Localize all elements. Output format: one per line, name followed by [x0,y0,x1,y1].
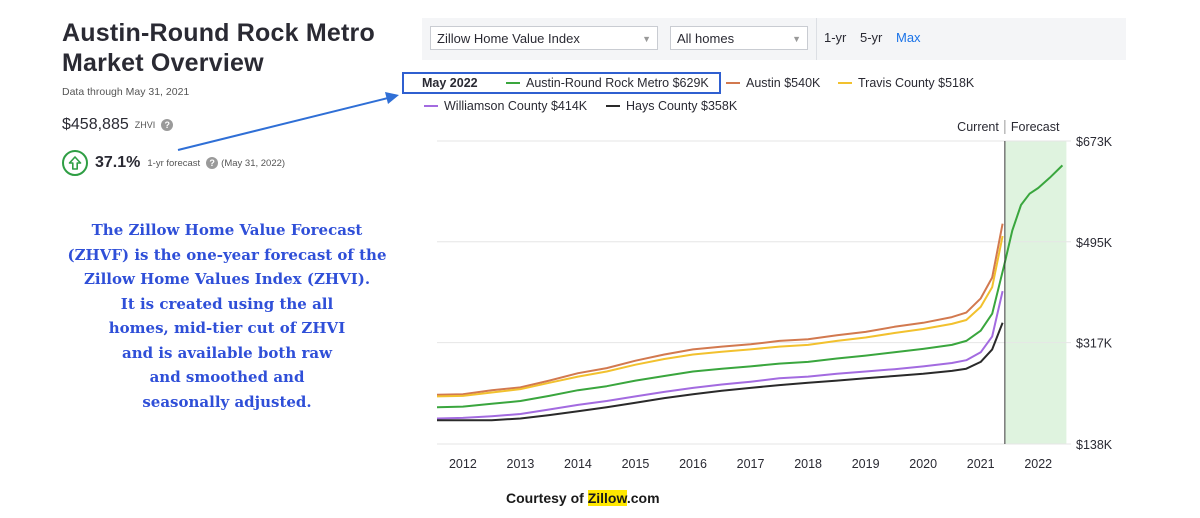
index-select[interactable]: Zillow Home Value Index ▼ [430,26,658,50]
legend-item-austin: Austin $540K [726,76,820,90]
legend-item-hays: Hays County $358K [606,99,737,113]
y-tick-label: $317K [1076,337,1113,351]
legend-swatch [838,82,852,84]
legend-date: May 2022 [422,76,478,90]
annotation-line: (ZHVF) is the one-year forecast of the [67,245,387,264]
home-type-select-value: All homes [677,31,735,46]
x-tick-label: 2018 [794,457,822,471]
annotation-line: The Zillow Home Value Forecast [91,221,363,239]
current-label: Current [957,120,999,134]
legend-item-travis: Travis County $518K [838,76,974,90]
annotation-line: and smoothed and [149,368,305,386]
y-tick-label: $673K [1076,135,1113,149]
toolbar-divider [816,18,817,60]
y-tick-label: $138K [1076,438,1113,452]
y-tick-label: $495K [1076,236,1113,250]
x-tick-label: 2013 [507,457,535,471]
x-tick-label: 2012 [449,457,477,471]
credit-highlight: Zillow [587,490,627,506]
legend-swatch [726,82,740,84]
chevron-down-icon: ▼ [792,34,801,44]
credit-prefix: Courtesy of [506,490,588,506]
legend-label: Austin $540K [746,76,821,90]
series-line [436,290,1004,420]
help-icon[interactable]: ? [206,157,219,169]
forecast-date: (May 31, 2022) [221,157,286,169]
annotation-line: and is available both raw [121,343,332,362]
zhvi-row: $458,885 ZHVI ? [62,116,174,134]
x-tick-label: 2016 [679,457,707,471]
annotation-line: It is created using the all [120,294,334,313]
series-line [436,235,1004,398]
legend-label: Austin-Round Rock Metro $629K [526,76,709,90]
annotation-text: The Zillow Home Value Forecast (ZHVF) is… [62,218,392,414]
annotation-line: homes, mid-tier cut of ZHVI [108,319,346,337]
legend-label: Travis County $518K [858,76,975,90]
legend-label: Williamson County $414K [444,99,588,113]
legend-item-williamson: Williamson County $414K [424,99,587,113]
annotation-arrow [177,92,399,151]
series-line [437,322,1004,422]
forecast-percent: 37.1% [95,154,141,171]
legend-swatch [506,82,520,84]
help-icon[interactable]: ? [161,119,174,131]
title-line-2: Market Overview [62,49,264,77]
title-line-1: Austin-Round Rock Metro [62,19,375,47]
forecast-row: 37.1% 1-yr forecast ? (May 31, 2022) [62,150,285,176]
x-tick-label: 2014 [564,457,592,471]
legend-highlight-box [402,72,721,94]
index-select-value: Zillow Home Value Index [437,31,580,46]
x-tick-label: 2019 [852,457,880,471]
x-tick-label: 2020 [909,457,937,471]
forecast-region [1004,141,1067,444]
data-through-text: Data through May 31, 2021 [62,86,190,98]
forecast-label: Forecast [1011,120,1060,134]
home-type-select[interactable]: All homes ▼ [670,26,808,50]
x-tick-label: 2015 [622,457,650,471]
legend-item-metro: Austin-Round Rock Metro $629K [506,76,709,90]
credit-suffix: .com [626,490,660,506]
range-1yr-button[interactable]: 1-yr [824,30,847,45]
range-max-button[interactable]: Max [896,30,921,45]
x-tick-label: 2022 [1024,457,1052,471]
chart-toolbar: Zillow Home Value Index ▼ All homes ▼ 1-… [422,18,1126,60]
forecast-label: 1-yr forecast [147,157,201,169]
series-line [436,164,1064,409]
page-title: Austin-Round Rock Metro Market Overview [62,18,375,78]
legend-label: Hays County $358K [626,99,738,113]
annotation-line: seasonally adjusted. [142,392,312,411]
chevron-down-icon: ▼ [642,34,651,44]
x-tick-label: 2017 [737,457,765,471]
legend-swatch [606,105,620,107]
zhvi-label: ZHVI [134,120,156,130]
range-5yr-button[interactable]: 5-yr [860,30,883,45]
zhvi-value: $458,885 [62,116,129,133]
annotation-line: Zillow Home Values Index (ZHVI). [83,270,371,288]
legend-swatch [424,105,438,107]
credit-text: Courtesy of Zillow.com [506,490,660,506]
series-line [436,223,1004,396]
x-tick-label: 2021 [967,457,995,471]
arrow-up-icon [62,150,88,176]
